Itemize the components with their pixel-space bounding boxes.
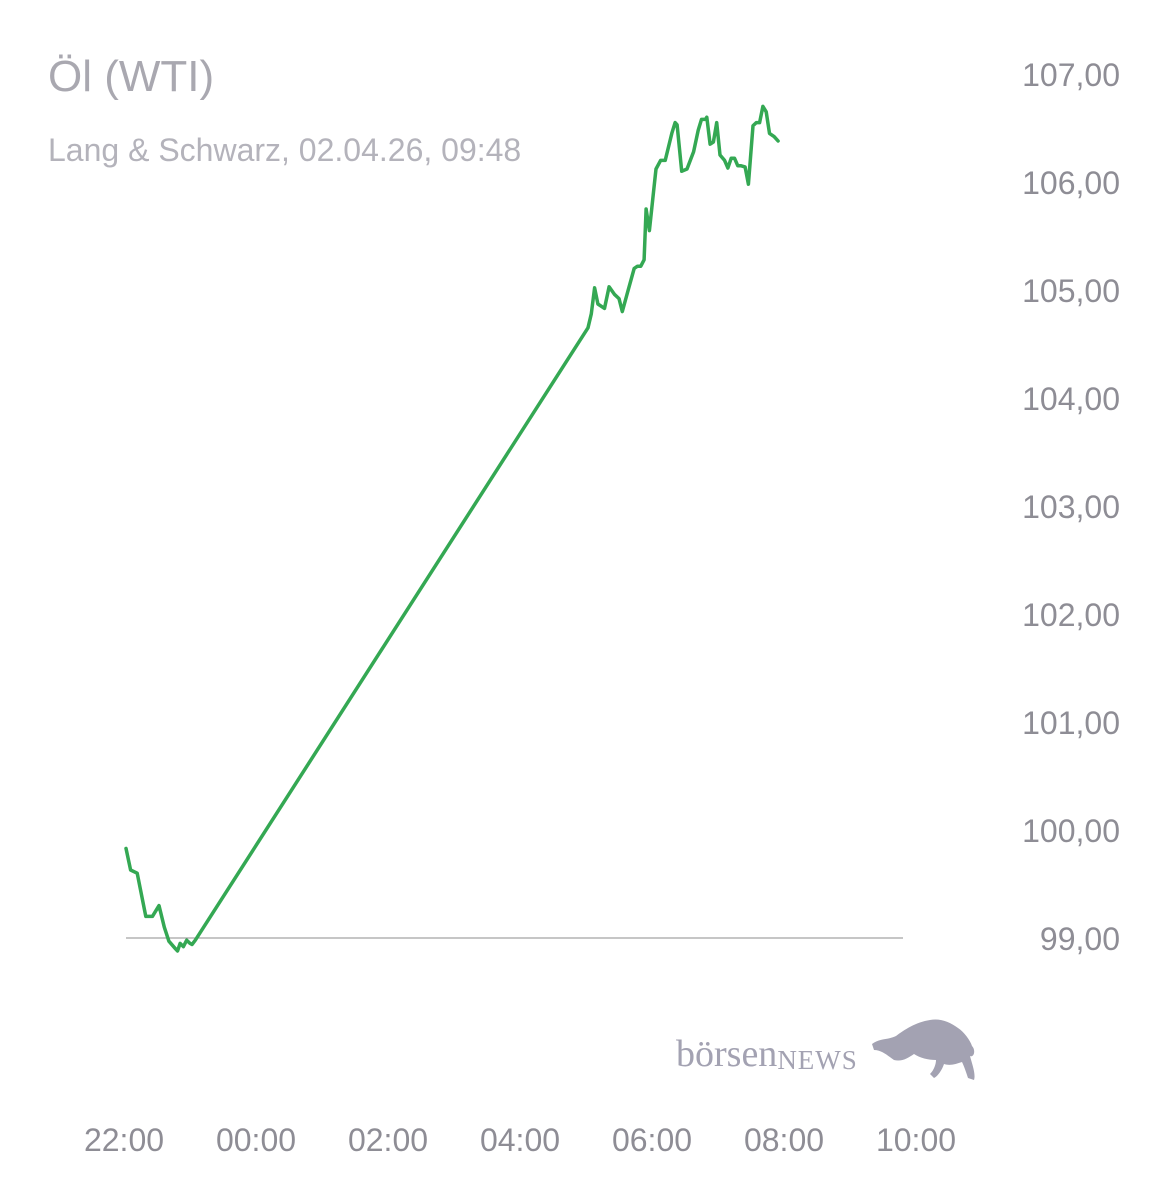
y-tick-label: 106,00 bbox=[1022, 165, 1120, 201]
brand-name: börsen bbox=[676, 1033, 778, 1075]
boersennews-logo: börsen NEWS bbox=[676, 1032, 858, 1076]
y-tick-label: 101,00 bbox=[1022, 705, 1120, 741]
y-tick-label: 102,00 bbox=[1022, 597, 1120, 633]
y-tick-label: 107,00 bbox=[1022, 57, 1120, 93]
x-tick-label: 02:00 bbox=[348, 1122, 428, 1158]
y-tick-label: 105,00 bbox=[1022, 273, 1120, 309]
y-tick-label: 99,00 bbox=[1040, 921, 1120, 957]
price-series-line bbox=[124, 104, 780, 953]
x-tick-label: 10:00 bbox=[876, 1122, 956, 1158]
x-tick-label: 08:00 bbox=[744, 1122, 824, 1158]
y-tick-label: 104,00 bbox=[1022, 381, 1120, 417]
y-tick-label: 100,00 bbox=[1022, 813, 1120, 849]
x-tick-label: 06:00 bbox=[612, 1122, 692, 1158]
y-tick-label: 103,00 bbox=[1022, 489, 1120, 525]
chart-subtitle: Lang & Schwarz, 02.04.26, 09:48 bbox=[48, 132, 522, 168]
x-tick-label: 00:00 bbox=[216, 1122, 296, 1158]
x-tick-label: 04:00 bbox=[480, 1122, 560, 1158]
brand-suffix: NEWS bbox=[777, 1045, 858, 1075]
chart-title: Öl (WTI) bbox=[48, 52, 215, 101]
x-tick-label: 22:00 bbox=[84, 1122, 164, 1158]
bull-icon bbox=[872, 1019, 975, 1080]
